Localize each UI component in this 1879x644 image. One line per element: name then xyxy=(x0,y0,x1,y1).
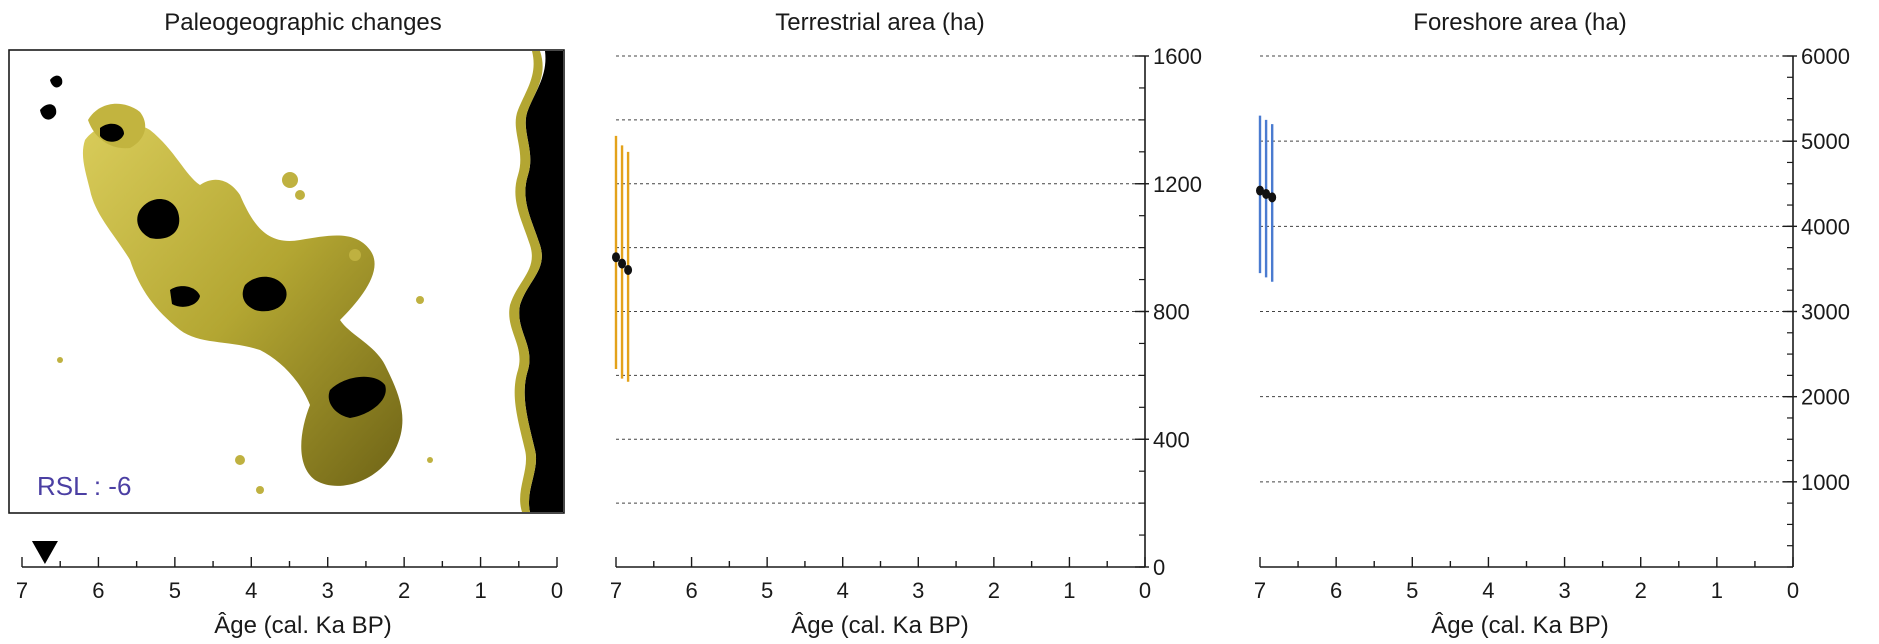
timeline-tick-label: 1 xyxy=(474,578,486,603)
lagoon xyxy=(170,286,200,307)
lagoon xyxy=(242,276,287,312)
terrestrial-chart-title: Terrestrial area (ha) xyxy=(775,9,984,36)
timeline-tick-label: 3 xyxy=(322,578,334,603)
timeline-tick-label: 6 xyxy=(92,578,104,603)
x-tick-label: 3 xyxy=(912,578,924,603)
y-tick-label: 5000 xyxy=(1801,129,1850,154)
paleogeographic-map xyxy=(40,51,563,512)
timeline-tick-label: 5 xyxy=(169,578,181,603)
lagoon xyxy=(40,104,57,120)
x-tick-label: 5 xyxy=(1406,578,1418,603)
timeline-axis: 7 6 5 4 3 2 1 0 Âge (cal. Ka BP) xyxy=(16,541,563,639)
coastline-shelf xyxy=(509,51,543,512)
y-tick-label: 400 xyxy=(1153,427,1190,452)
x-tick-label: 2 xyxy=(1635,578,1647,603)
data-point xyxy=(612,252,620,263)
data-point xyxy=(618,258,627,269)
timeline-tick-label: 2 xyxy=(398,578,410,603)
y-tick-label: 800 xyxy=(1153,300,1190,325)
data-point xyxy=(1256,185,1264,196)
foreshore-chart-xlabel: Âge (cal. Ka BP) xyxy=(1431,612,1608,639)
y-tick-label: 3000 xyxy=(1801,300,1850,325)
map-panel-title: Paleogeographic changes xyxy=(164,9,442,36)
x-tick-label: 2 xyxy=(988,578,1000,603)
x-tick-label: 5 xyxy=(761,578,773,603)
timeline-tick-label: 7 xyxy=(16,578,28,603)
lagoon xyxy=(328,376,386,418)
data-point xyxy=(624,264,633,275)
x-tick-label: 1 xyxy=(1711,578,1723,603)
foreshore-chart: Foreshore area (ha) 7 6 5 4 3 2 1 0 1000 2000 3000… xyxy=(1254,9,1850,639)
timeline-tick-label: 0 xyxy=(551,578,563,603)
x-tick-label: 4 xyxy=(837,578,849,603)
y-tick-label: 1000 xyxy=(1801,470,1850,495)
y-tick-label: 1200 xyxy=(1153,172,1202,197)
lagoon xyxy=(50,75,63,88)
y-tick-label: 2000 xyxy=(1801,385,1850,410)
x-tick-label: 6 xyxy=(685,578,697,603)
y-tick-label: 0 xyxy=(1153,555,1165,580)
lagoon xyxy=(137,198,180,239)
map-panel: Paleogeographic changes xyxy=(8,9,565,639)
y-tick-label: 4000 xyxy=(1801,214,1850,239)
x-tick-label: 7 xyxy=(610,578,622,603)
terrestrial-chart-xlabel: Âge (cal. Ka BP) xyxy=(791,612,968,639)
x-tick-label: 0 xyxy=(1139,578,1151,603)
x-tick-label: 0 xyxy=(1787,578,1799,603)
timeline-tick-label: 4 xyxy=(245,578,257,603)
x-tick-label: 7 xyxy=(1254,578,1266,603)
foreshore-chart-title: Foreshore area (ha) xyxy=(1413,9,1626,36)
terrestrial-chart: Terrestrial area (ha) 7 6 5 4 3 2 1 00 400 800 120… xyxy=(610,9,1202,639)
coastline xyxy=(519,51,563,512)
islets xyxy=(57,172,433,494)
x-tick-label: 6 xyxy=(1330,578,1342,603)
lagoon xyxy=(100,123,124,142)
age-marker-down-triangle-icon[interactable] xyxy=(31,541,58,564)
x-tick-label: 1 xyxy=(1063,578,1075,603)
timeline-xlabel: Âge (cal. Ka BP) xyxy=(214,612,391,639)
y-tick-label: 6000 xyxy=(1801,44,1850,69)
x-tick-label: 4 xyxy=(1482,578,1494,603)
rsl-label: RSL : -6 xyxy=(37,471,131,501)
x-tick-label: 3 xyxy=(1558,578,1570,603)
data-point xyxy=(1268,192,1277,203)
data-point xyxy=(1262,188,1271,199)
y-tick-label: 1600 xyxy=(1153,44,1202,69)
